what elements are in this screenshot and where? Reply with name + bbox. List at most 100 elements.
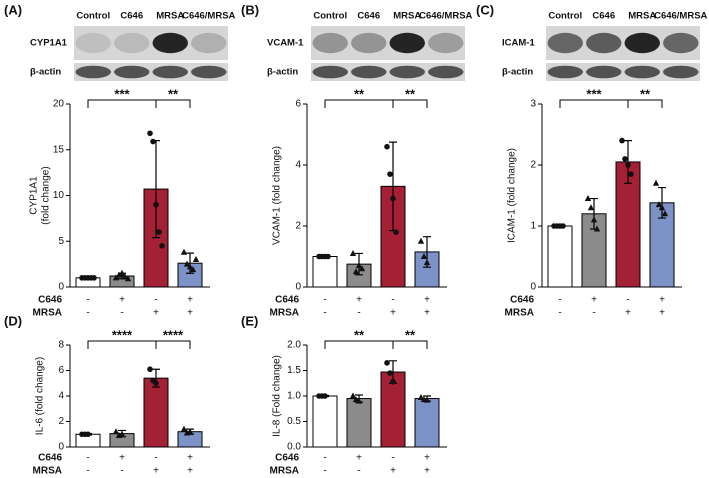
condition-sign: - — [120, 466, 123, 477]
blot-band — [191, 65, 227, 79]
condition-sign: + — [153, 308, 159, 319]
condition-sign: + — [356, 453, 362, 464]
data-point — [655, 201, 663, 208]
data-point — [423, 259, 431, 266]
panel-label: (C) — [476, 2, 494, 17]
blot-band — [428, 65, 464, 79]
blot-column-label: C646/MRSA — [182, 11, 235, 22]
blot-band — [624, 32, 660, 54]
blot-band — [547, 65, 583, 79]
y-axis-label: VCAM-1 (fold change) — [272, 146, 283, 245]
blot-strip — [546, 63, 700, 81]
data-point — [390, 195, 396, 202]
blot-column-label: Control — [548, 11, 582, 22]
blot-band — [152, 32, 188, 54]
condition-sign: - — [391, 453, 394, 464]
blot-band — [389, 32, 425, 54]
y-tick-label: 4 — [295, 160, 301, 171]
blot-band — [312, 32, 348, 54]
significance-bracket — [155, 340, 191, 349]
data-point — [417, 394, 425, 401]
blot-column-label: C646/MRSA — [419, 11, 472, 22]
y-axis-label: IL-6 (fold change) — [35, 357, 46, 435]
data-point — [183, 260, 191, 267]
blot-band — [624, 65, 660, 79]
data-point — [417, 237, 425, 244]
data-point — [180, 248, 188, 255]
data-point — [384, 360, 390, 366]
data-point — [147, 366, 153, 373]
condition-label: C646 — [38, 295, 62, 306]
condition-sign: - — [323, 308, 326, 319]
condition-sign: - — [357, 308, 360, 319]
condition-sign: + — [187, 295, 193, 306]
data-point — [393, 229, 399, 235]
blot-column-label: MRSA — [156, 11, 184, 22]
blot-strip — [311, 26, 465, 60]
y-tick-label: 2.0 — [287, 340, 301, 351]
data-point — [423, 396, 431, 403]
data-point — [658, 204, 666, 211]
condition-sign: - — [323, 466, 326, 477]
y-tick-label: 6 — [295, 99, 301, 110]
condition-sign: - — [558, 308, 561, 319]
blot-band — [191, 32, 227, 54]
blot-row-label: β-actin — [267, 67, 298, 78]
error-bar — [624, 140, 632, 184]
panel-label: (B) — [241, 2, 259, 17]
data-point — [150, 138, 156, 145]
significance-label: **** — [163, 327, 184, 342]
y-tick-label: 0 — [58, 282, 64, 293]
data-point — [112, 428, 120, 435]
blot-band — [389, 65, 425, 79]
blot-row-label: VCAM-1 — [267, 38, 304, 49]
condition-sign: + — [119, 295, 125, 306]
data-point — [118, 430, 126, 437]
significance-label: ** — [354, 327, 365, 342]
y-tick-label: 2 — [295, 221, 301, 232]
condition-sign: - — [86, 466, 89, 477]
blot-strip — [311, 63, 465, 81]
blot-row-label: CYP1A1 — [30, 38, 68, 49]
condition-label: C646 — [275, 295, 299, 306]
blot-band — [586, 65, 622, 79]
blot-band — [114, 65, 150, 79]
panel-label: (D) — [4, 313, 22, 328]
y-tick-label: 5 — [58, 236, 64, 247]
condition-sign: + — [424, 453, 430, 464]
bar — [143, 377, 169, 448]
y-tick-label: 1.5 — [287, 365, 301, 376]
y-tick-label: 3 — [530, 99, 536, 110]
condition-sign: - — [86, 453, 89, 464]
condition-sign: + — [356, 295, 362, 306]
data-point — [115, 271, 123, 278]
data-point — [628, 171, 634, 177]
bar — [312, 256, 338, 288]
data-point — [652, 179, 660, 186]
condition-sign: - — [323, 453, 326, 464]
blot-band — [75, 65, 111, 79]
data-point — [387, 171, 393, 177]
data-point — [355, 397, 363, 404]
y-tick-label: 0.0 — [287, 442, 301, 453]
condition-label: C646 — [275, 453, 299, 464]
condition-label: MRSA — [270, 466, 299, 477]
data-point — [625, 162, 631, 168]
condition-label: C646 — [510, 295, 534, 306]
y-axis-label: (fold change) — [41, 166, 52, 224]
blot-band — [114, 32, 150, 54]
y-tick-label: 8 — [58, 340, 64, 351]
data-point — [153, 201, 159, 208]
condition-sign: + — [659, 295, 665, 306]
condition-sign: + — [187, 466, 193, 477]
condition-sign: - — [626, 295, 629, 306]
data-point — [619, 137, 625, 144]
y-axis-label: CYP1A1 — [29, 176, 40, 215]
y-tick-label: 2 — [530, 160, 536, 171]
data-point — [85, 431, 91, 438]
blot-band — [586, 32, 622, 54]
significance-label: *** — [114, 86, 130, 101]
bar — [312, 395, 338, 448]
significance-label: **** — [112, 327, 133, 342]
data-point — [147, 130, 153, 137]
